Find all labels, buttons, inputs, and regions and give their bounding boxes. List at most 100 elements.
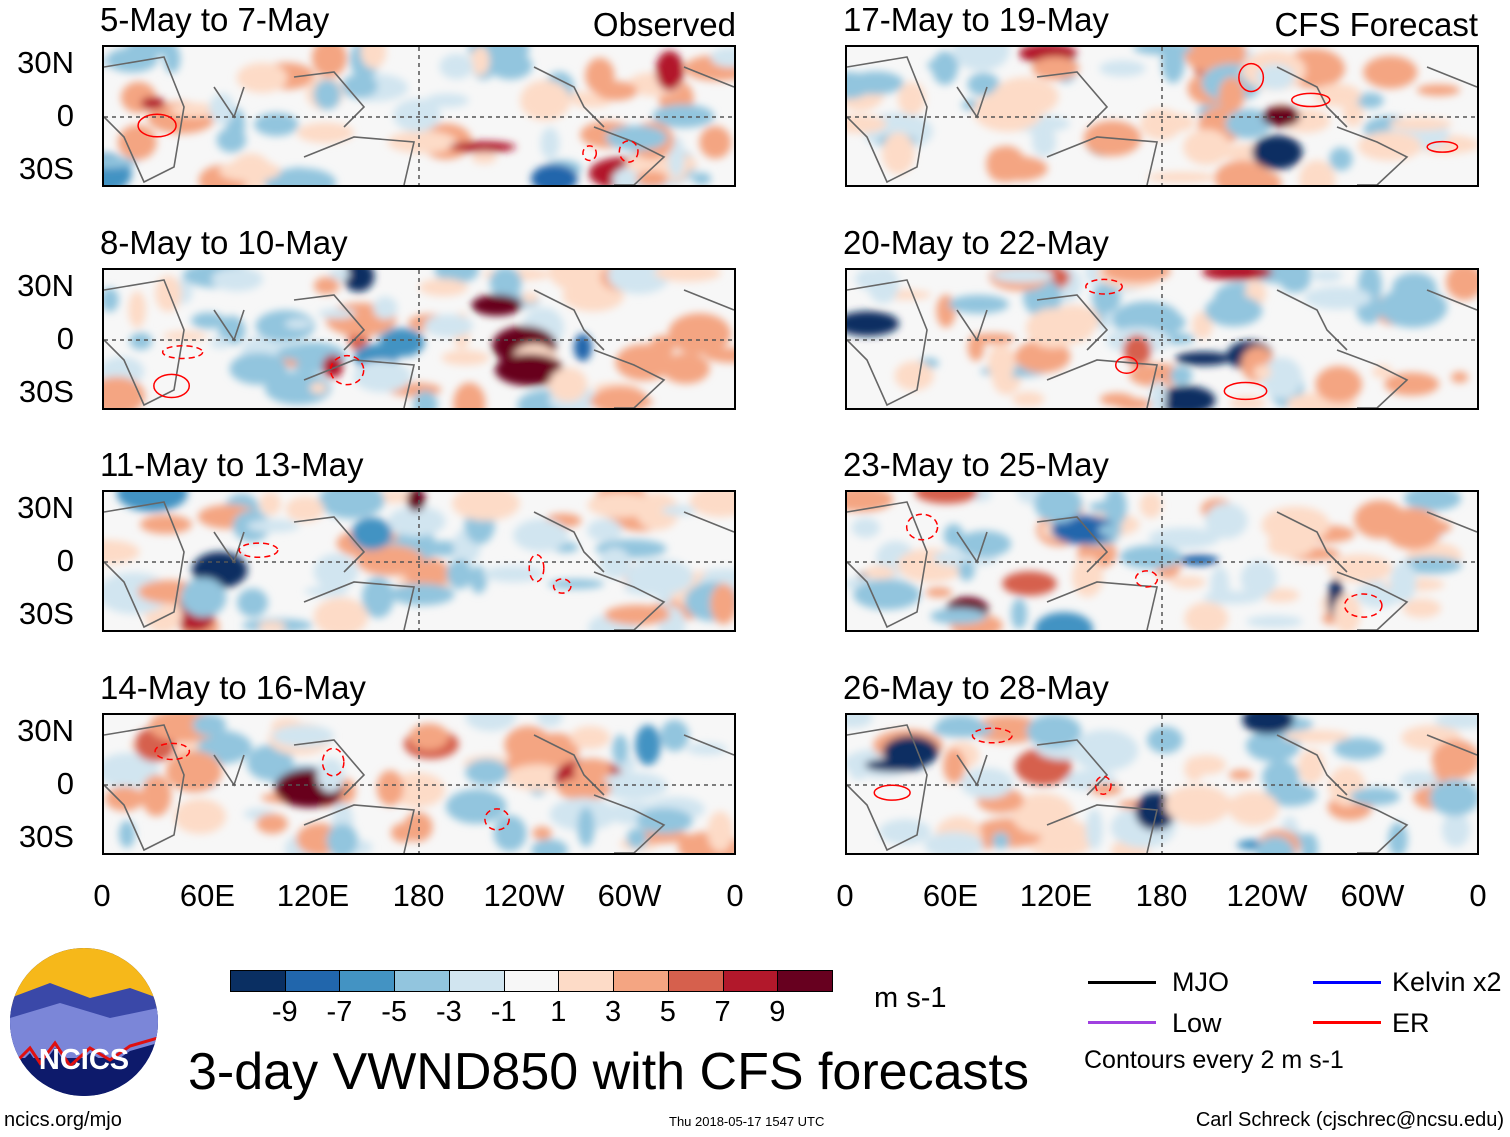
anomaly-shading — [967, 72, 1000, 96]
anomaly-shading — [493, 815, 527, 852]
anomaly-shading — [236, 62, 288, 93]
anomaly-shading — [960, 768, 1014, 799]
panel-title: 20-May to 22-May — [843, 224, 1109, 261]
anomaly-shading — [548, 367, 588, 402]
anomaly-shading — [1072, 556, 1104, 598]
anomaly-shading — [318, 492, 385, 519]
anomaly-shading — [162, 330, 208, 342]
footer-url[interactable]: ncics.org/mjo — [4, 1109, 122, 1131]
footer-timestamp: Thu 2018-05-17 1547 UTC — [669, 1114, 825, 1129]
anomaly-shading — [654, 270, 722, 282]
longitude-label: 180 — [392, 878, 445, 913]
latitude-label: 30S — [18, 596, 74, 631]
panel-title: 8-May to 10-May — [100, 224, 348, 261]
anomaly-shading — [209, 93, 235, 125]
anomaly-shading — [1310, 270, 1343, 282]
anomaly-shading — [927, 58, 960, 72]
anomaly-shading — [409, 723, 449, 751]
anomaly-shading — [1329, 147, 1353, 171]
er-line — [1313, 1021, 1381, 1024]
latitude-label: 0 — [56, 98, 74, 133]
latitude-label: 30S — [18, 374, 74, 409]
colorbar-swatch — [230, 970, 286, 992]
anomaly-shading — [1389, 117, 1452, 131]
anomaly-shading — [1327, 554, 1393, 583]
anomaly-shading — [689, 492, 734, 517]
er-contour — [1085, 278, 1123, 295]
map-panel — [102, 45, 736, 187]
anomaly-shading — [1119, 545, 1183, 569]
anomaly-shading — [897, 81, 926, 115]
anomaly-shading — [180, 577, 227, 618]
anomaly-shading — [952, 47, 1010, 71]
anomaly-shading — [1303, 286, 1372, 310]
map-panel — [102, 268, 736, 410]
longitude-label: 180 — [1135, 878, 1188, 913]
map-panel — [845, 713, 1479, 855]
latitude-label: 30N — [17, 490, 74, 525]
anomaly-shading — [1441, 811, 1471, 848]
anomaly-shading — [441, 350, 490, 366]
anomaly-shading — [296, 122, 354, 144]
anomaly-shading — [1146, 726, 1183, 754]
anomaly-shading — [1047, 305, 1101, 336]
anomaly-shading — [191, 312, 226, 329]
logo-text: NCICS — [38, 1044, 130, 1076]
anomaly-shading — [1210, 566, 1230, 605]
anomaly-shading — [311, 47, 347, 78]
er-contour — [153, 373, 191, 399]
anomaly-shading — [1298, 749, 1325, 785]
anomaly-shading — [958, 560, 975, 581]
latitude-label: 30N — [17, 713, 74, 748]
anomaly-shading — [379, 328, 425, 358]
anomaly-shading — [636, 170, 668, 185]
anomaly-shading — [625, 558, 694, 596]
anomaly-shading — [317, 308, 356, 319]
anomaly-shading — [342, 270, 375, 292]
longitude-label: 120E — [1019, 878, 1093, 913]
latitude-label: 30S — [18, 819, 74, 854]
anomaly-shading — [1098, 524, 1123, 537]
anomaly-shading — [707, 811, 734, 852]
anomaly-shading — [1390, 561, 1417, 603]
anomaly-shading — [991, 270, 1054, 283]
anomaly-shading — [1402, 598, 1442, 618]
anomaly-shading — [1139, 492, 1163, 519]
anomaly-shading — [660, 719, 689, 752]
anomaly-shading — [867, 270, 899, 304]
anomaly-shading — [882, 132, 915, 175]
anomaly-shading — [313, 79, 341, 110]
colorbar-swatch — [558, 970, 615, 992]
anomaly-shading — [636, 808, 693, 834]
panel-title: 14-May to 16-May — [100, 669, 366, 706]
anomaly-shading — [626, 828, 648, 849]
anomaly-shading — [117, 124, 157, 160]
panel-title: 17-May to 19-May — [843, 1, 1109, 38]
anomaly-shading — [699, 126, 732, 159]
colorbar-swatch — [777, 970, 833, 992]
figure-title: 3-day VWND850 with CFS forecasts — [188, 1043, 1029, 1101]
longitude-label: 60E — [179, 878, 236, 913]
anomaly-shading — [139, 514, 192, 534]
anomaly-shading — [1169, 366, 1193, 385]
anomaly-shading — [531, 164, 578, 185]
anomaly-shading — [192, 715, 227, 736]
anomaly-shading — [1011, 598, 1028, 630]
anomaly-shading — [403, 812, 433, 842]
anomaly-shading — [1031, 56, 1080, 80]
longitude-label: 120E — [276, 878, 350, 913]
anomaly-shading — [652, 104, 715, 128]
map-panel — [845, 268, 1479, 410]
anomaly-shading — [1228, 769, 1253, 781]
anomaly-shading — [1218, 76, 1245, 113]
anomaly-shading — [1299, 160, 1336, 185]
anomaly-shading — [471, 47, 490, 76]
colorbar-label: 1 — [550, 996, 567, 1028]
anomaly-shading — [661, 353, 710, 384]
map-panel — [845, 45, 1479, 187]
anomaly-shading — [211, 270, 264, 292]
anomaly-shading — [483, 565, 545, 583]
anomaly-shading — [1148, 527, 1220, 549]
anomaly-shading — [1031, 122, 1053, 146]
anomaly-shading — [373, 296, 398, 320]
